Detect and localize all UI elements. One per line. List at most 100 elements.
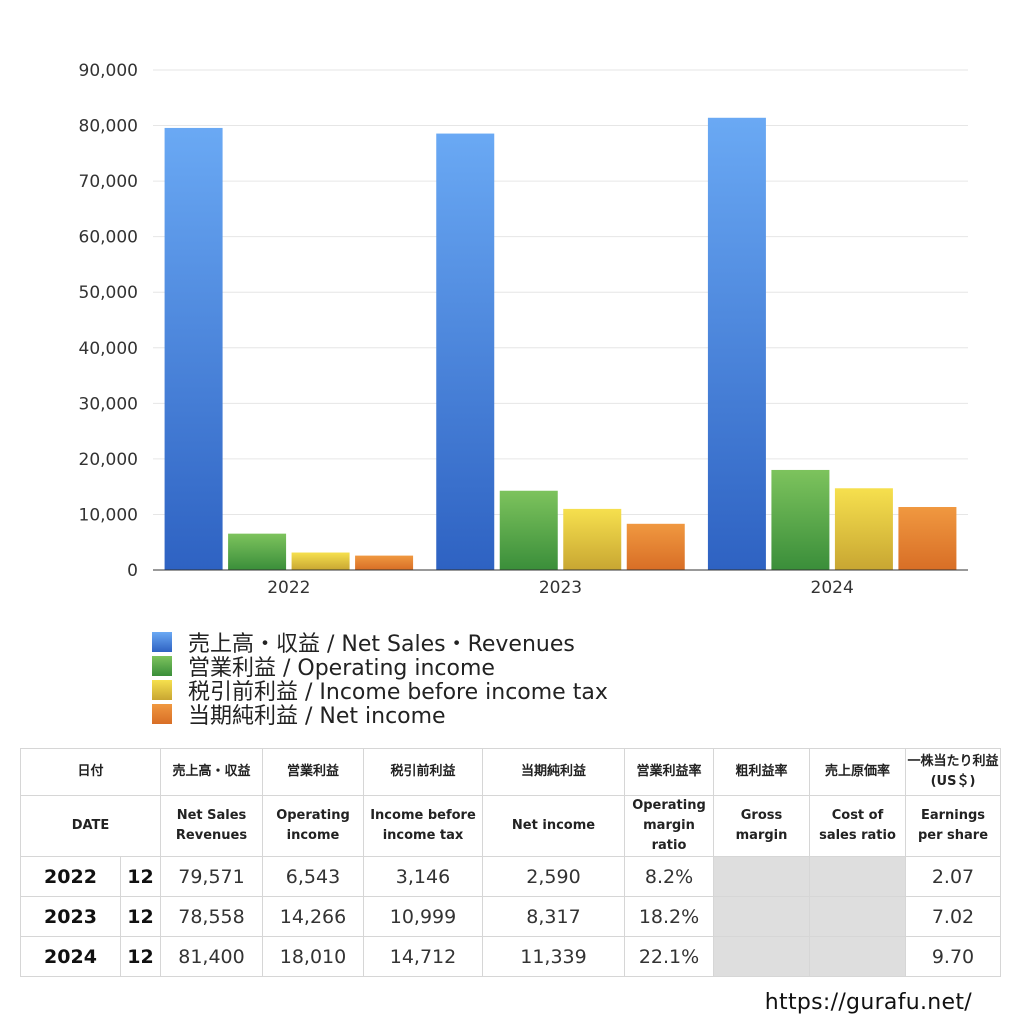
y-tick-label: 30,000 [79,394,138,414]
cell-gross [713,936,810,977]
th-gross-en-line2: margin [735,828,788,843]
cell-year: 2023 [20,896,121,937]
cell-sales: 81,400 [160,936,263,977]
th-gross-en-line1: Gross [740,808,783,823]
financial-table: 日付 売上高・収益 営業利益 税引前利益 当期純利益 営業利益率 粗利益率 売上… [20,748,1001,977]
y-tick-label: 40,000 [79,339,138,359]
cell-op-margin: 18.2% [624,896,714,937]
th-eps-en-line2: per share [917,828,989,843]
bars [164,117,957,571]
y-axis-ticks: 0 10,000 20,000 30,000 40,000 50,000 60,000 70,… [79,61,138,581]
gridlines [153,69,968,515]
th-cost-en: Cost of sales ratio [809,795,906,857]
bar-2023-series-0 [436,133,495,571]
th-pretax-en: Income before income tax [363,795,483,857]
cell-cost [809,896,906,937]
y-tick-label: 80,000 [79,117,138,137]
cell-operating: 6,543 [262,856,364,897]
legend-label-net: 当期純利益 / Net income [188,704,446,729]
th-sales-en: Net Sales Revenues [160,795,263,857]
cell-operating: 14,266 [262,896,364,937]
x-tick-label: 2023 [539,578,582,598]
bar-2023-series-2 [563,508,622,570]
th-date-en: DATE [20,795,161,857]
bar-2024-series-0 [707,117,766,571]
th-eps-en-line1: Earnings [920,808,986,823]
y-tick-label: 20,000 [79,450,138,470]
y-tick-label: 60,000 [79,228,138,248]
th-eps-en: Earnings per share [905,795,1001,857]
site-url-link[interactable]: https://gurafu.net/ [764,990,972,1015]
table-header-jp: 日付 売上高・収益 営業利益 税引前利益 当期純利益 営業利益率 粗利益率 売上… [20,748,1001,796]
x-axis-ticks: 2022 2023 2024 [153,569,968,598]
cell-sales: 78,558 [160,896,263,937]
y-tick-label: 70,000 [79,172,138,192]
th-pretax-jp: 税引前利益 [363,748,483,796]
cell-gross [713,896,810,937]
legend-swatch-sales [152,632,172,652]
legend-item-sales: 売上高・収益 / Net Sales・Revenues [152,630,608,657]
cell-pretax: 14,712 [363,936,483,977]
th-eps-jp: 一株当たり利益 (US＄) [905,748,1001,796]
th-pretax-en-line1: Income before [370,808,476,823]
x-tick-label: 2022 [267,578,310,598]
th-gross-jp: 粗利益率 [713,748,810,796]
cell-month: 12 [120,896,161,937]
th-op-margin-en-line2: margin [643,818,695,833]
legend-item-operating: 営業利益 / Operating income [152,654,608,681]
y-tick-label: 50,000 [79,283,138,303]
cell-eps: 7.02 [905,896,1001,937]
cell-net: 2,590 [482,856,625,897]
cell-operating: 18,010 [262,936,364,977]
legend: 売上高・収益 / Net Sales・Revenues 営業利益 / Opera… [152,630,608,729]
th-op-margin-jp: 営業利益率 [624,748,714,796]
bar-2024-series-2 [834,488,893,570]
bar-2023-series-3 [626,523,685,570]
th-cost-en-line2: sales ratio [819,828,896,843]
th-net-en: Net income [482,795,625,857]
cell-net: 8,317 [482,896,625,937]
th-op-margin-en-line1: Operating [632,798,706,813]
x-tick-label: 2024 [811,578,854,598]
legend-label-pretax: 税引前利益 / Income before income tax [188,680,608,705]
th-pretax-en-line2: income tax [382,828,464,843]
table-row: 2022 12 79,571 6,543 3,146 2,590 8.2% 2.… [20,856,1001,897]
cell-op-margin: 22.1% [624,936,714,977]
bar-2023-series-1 [499,490,558,570]
y-tick-label: 90,000 [79,61,138,81]
bar-2022-series-1 [228,533,287,570]
th-net-jp: 当期純利益 [482,748,625,796]
legend-swatch-operating [152,656,172,676]
cell-eps: 9.70 [905,936,1001,977]
th-cost-en-line1: Cost of [831,808,884,823]
th-cost-jp: 売上原価率 [809,748,906,796]
cell-cost [809,936,906,977]
th-operating-jp: 営業利益 [262,748,364,796]
cell-month: 12 [120,856,161,897]
legend-label-operating: 営業利益 / Operating income [188,656,495,681]
cell-op-margin: 8.2% [624,856,714,897]
th-gross-en: Gross margin [713,795,810,857]
cell-pretax: 3,146 [363,856,483,897]
th-sales-en-line2: Revenues [175,828,248,843]
cell-pretax: 10,999 [363,896,483,937]
table-header-en: DATE Net Sales Revenues Operating income… [20,795,1001,857]
th-operating-en-line1: Operating [276,808,350,823]
cell-sales: 79,571 [160,856,263,897]
bar-chart: 0 10,000 20,000 30,000 40,000 50,000 60,000 70,… [79,61,968,598]
th-sales-en-line1: Net Sales [176,808,247,823]
th-operating-en-line2: income [286,828,340,843]
bar-2024-series-3 [898,507,957,570]
table-row: 2023 12 78,558 14,266 10,999 8,317 18.2%… [20,896,1001,937]
th-op-margin-en-line3: ratio [651,838,687,853]
bar-2024-series-1 [771,469,830,570]
cell-year: 2022 [20,856,121,897]
legend-item-pretax: 税引前利益 / Income before income tax [152,678,608,705]
bar-2022-series-0 [164,127,223,570]
cell-gross [713,856,810,897]
y-tick-label: 10,000 [79,505,138,525]
th-op-margin-en: Operating margin ratio [624,795,714,857]
cell-month: 12 [120,936,161,977]
cell-net: 11,339 [482,936,625,977]
cell-cost [809,856,906,897]
